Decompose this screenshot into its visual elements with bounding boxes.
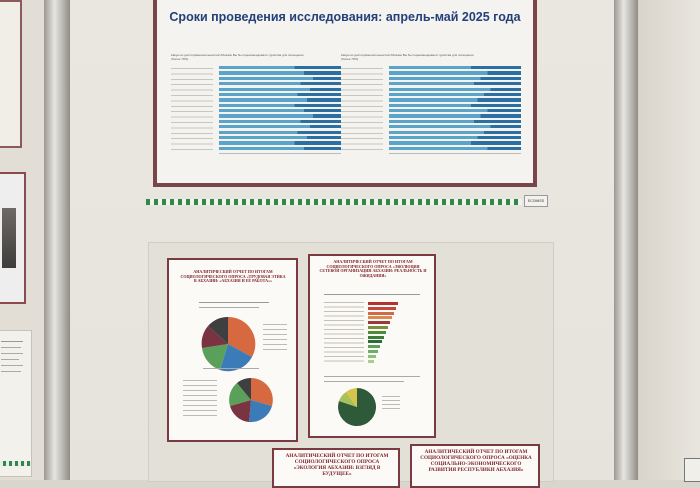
chart-left-axis <box>219 153 341 154</box>
chart-right-bars <box>389 66 521 152</box>
stripe-badge: ECOMISS <box>524 195 548 207</box>
green-stripe-left <box>0 461 31 466</box>
bar-row <box>389 87 521 91</box>
pie-chart-2 <box>229 377 273 423</box>
bar-row <box>219 125 341 129</box>
report-card-2: АНАЛИТИЧЕСКИЙ ОТЧЕТ ПО ИТОГАМ СОЦИОЛОГИЧ… <box>308 254 436 438</box>
bar-row <box>389 66 521 70</box>
report-1-title: АНАЛИТИЧЕСКИЙ ОТЧЕТ ПО ИТОГАМ СОЦИОЛОГИЧ… <box>180 269 286 284</box>
report-3-title: АНАЛИТИЧЕСКИЙ ОТЧЕТ ПО ИТОГАМ СОЦИОЛОГИЧ… <box>285 453 389 477</box>
chart-left: Какую из достопримечательностей Абхазии … <box>171 53 341 154</box>
bar-row <box>389 114 521 118</box>
report-2-title: АНАЛИТИЧЕСКИЙ ОТЧЕТ ПО ИТОГАМ СОЦИОЛОГИЧ… <box>319 259 427 278</box>
bar-row <box>219 146 341 150</box>
bar-row <box>219 109 341 113</box>
report-card-3: АНАЛИТИЧЕСКИЙ ОТЧЕТ ПО ИТОГАМ СОЦИОЛОГИЧ… <box>272 448 400 488</box>
bar-row <box>219 66 341 70</box>
bar-row <box>219 87 341 91</box>
chart-left-labels <box>171 68 213 152</box>
pie-legend-3 <box>382 396 400 410</box>
bar-row <box>389 76 521 81</box>
bar-chart-report-2 <box>368 302 418 366</box>
bar-row <box>219 98 341 102</box>
bar-row <box>219 103 341 107</box>
bar-row <box>389 82 521 86</box>
bar <box>368 326 388 329</box>
bar-row <box>219 119 341 124</box>
bar-row <box>389 92 521 97</box>
pie-chart-3 <box>338 387 377 426</box>
bar-row <box>219 135 341 140</box>
bar-chart-labels-2 <box>324 302 364 364</box>
bar-row <box>219 71 341 75</box>
right-board <box>638 0 700 480</box>
display-pole-right <box>614 0 638 480</box>
bar-row <box>219 141 341 145</box>
bar <box>368 335 384 339</box>
bar-row <box>389 135 521 140</box>
bar-row <box>389 71 521 75</box>
bar <box>368 340 382 344</box>
right-corner-sign <box>684 458 700 482</box>
bar-row <box>219 114 341 118</box>
left-poster-photo <box>0 172 26 304</box>
bar-row <box>219 82 341 86</box>
bar-row <box>389 119 521 124</box>
bar <box>368 359 374 363</box>
report-card-4: АНАЛИТИЧЕСКИЙ ОТЧЕТ ПО ИТОГАМ СОЦИОЛОГИЧ… <box>410 444 540 488</box>
photo-thumbnail <box>2 208 16 268</box>
pie-chart-1 <box>201 316 256 372</box>
stripe-badge-text: ECOMISS <box>527 199 545 203</box>
chart-left-bars <box>219 66 341 152</box>
bar <box>368 330 386 334</box>
bar-row <box>389 146 521 150</box>
bar-row <box>219 92 341 97</box>
bar <box>368 350 378 353</box>
bar-row <box>389 141 521 145</box>
pie-legend-2 <box>183 380 217 420</box>
bar <box>368 302 398 305</box>
chart-right: Какую из достопримечательностей Абхазии … <box>341 53 521 154</box>
bar-row <box>389 109 521 113</box>
left-poster-top <box>0 0 22 148</box>
bar-row <box>219 76 341 81</box>
chart-right-axis <box>389 153 521 154</box>
bar-row <box>389 125 521 129</box>
pie-legend-1 <box>263 324 287 354</box>
bar <box>368 321 390 325</box>
green-white-stripe <box>146 199 522 205</box>
bar <box>368 306 396 310</box>
display-pole-left <box>44 0 70 480</box>
chart-right-labels <box>341 68 383 152</box>
report-4-title: АНАЛИТИЧЕСКИЙ ОТЧЕТ ПО ИТОГАМ СОЦИОЛОГИЧ… <box>420 449 532 473</box>
survey-poster: Сроки проведения исследования: апрель-ма… <box>153 0 537 187</box>
bar-row <box>389 98 521 102</box>
bar-row <box>389 130 521 134</box>
bar <box>368 345 380 349</box>
bar-row <box>389 103 521 107</box>
chart-left-title: Какую из достопримечательностей Абхазии … <box>171 53 304 61</box>
chart-right-title: Какую из достопримечательностей Абхазии … <box>341 53 474 61</box>
report-card-1: АНАЛИТИЧЕСКИЙ ОТЧЕТ ПО ИТОГАМ СОЦИОЛОГИЧ… <box>167 258 298 442</box>
bar <box>368 311 394 315</box>
bar-row <box>219 130 341 134</box>
bar <box>368 316 392 320</box>
bar <box>368 354 376 358</box>
left-poster-bottom <box>0 330 32 477</box>
poster-heading: Сроки проведения исследования: апрель-ма… <box>169 10 521 24</box>
